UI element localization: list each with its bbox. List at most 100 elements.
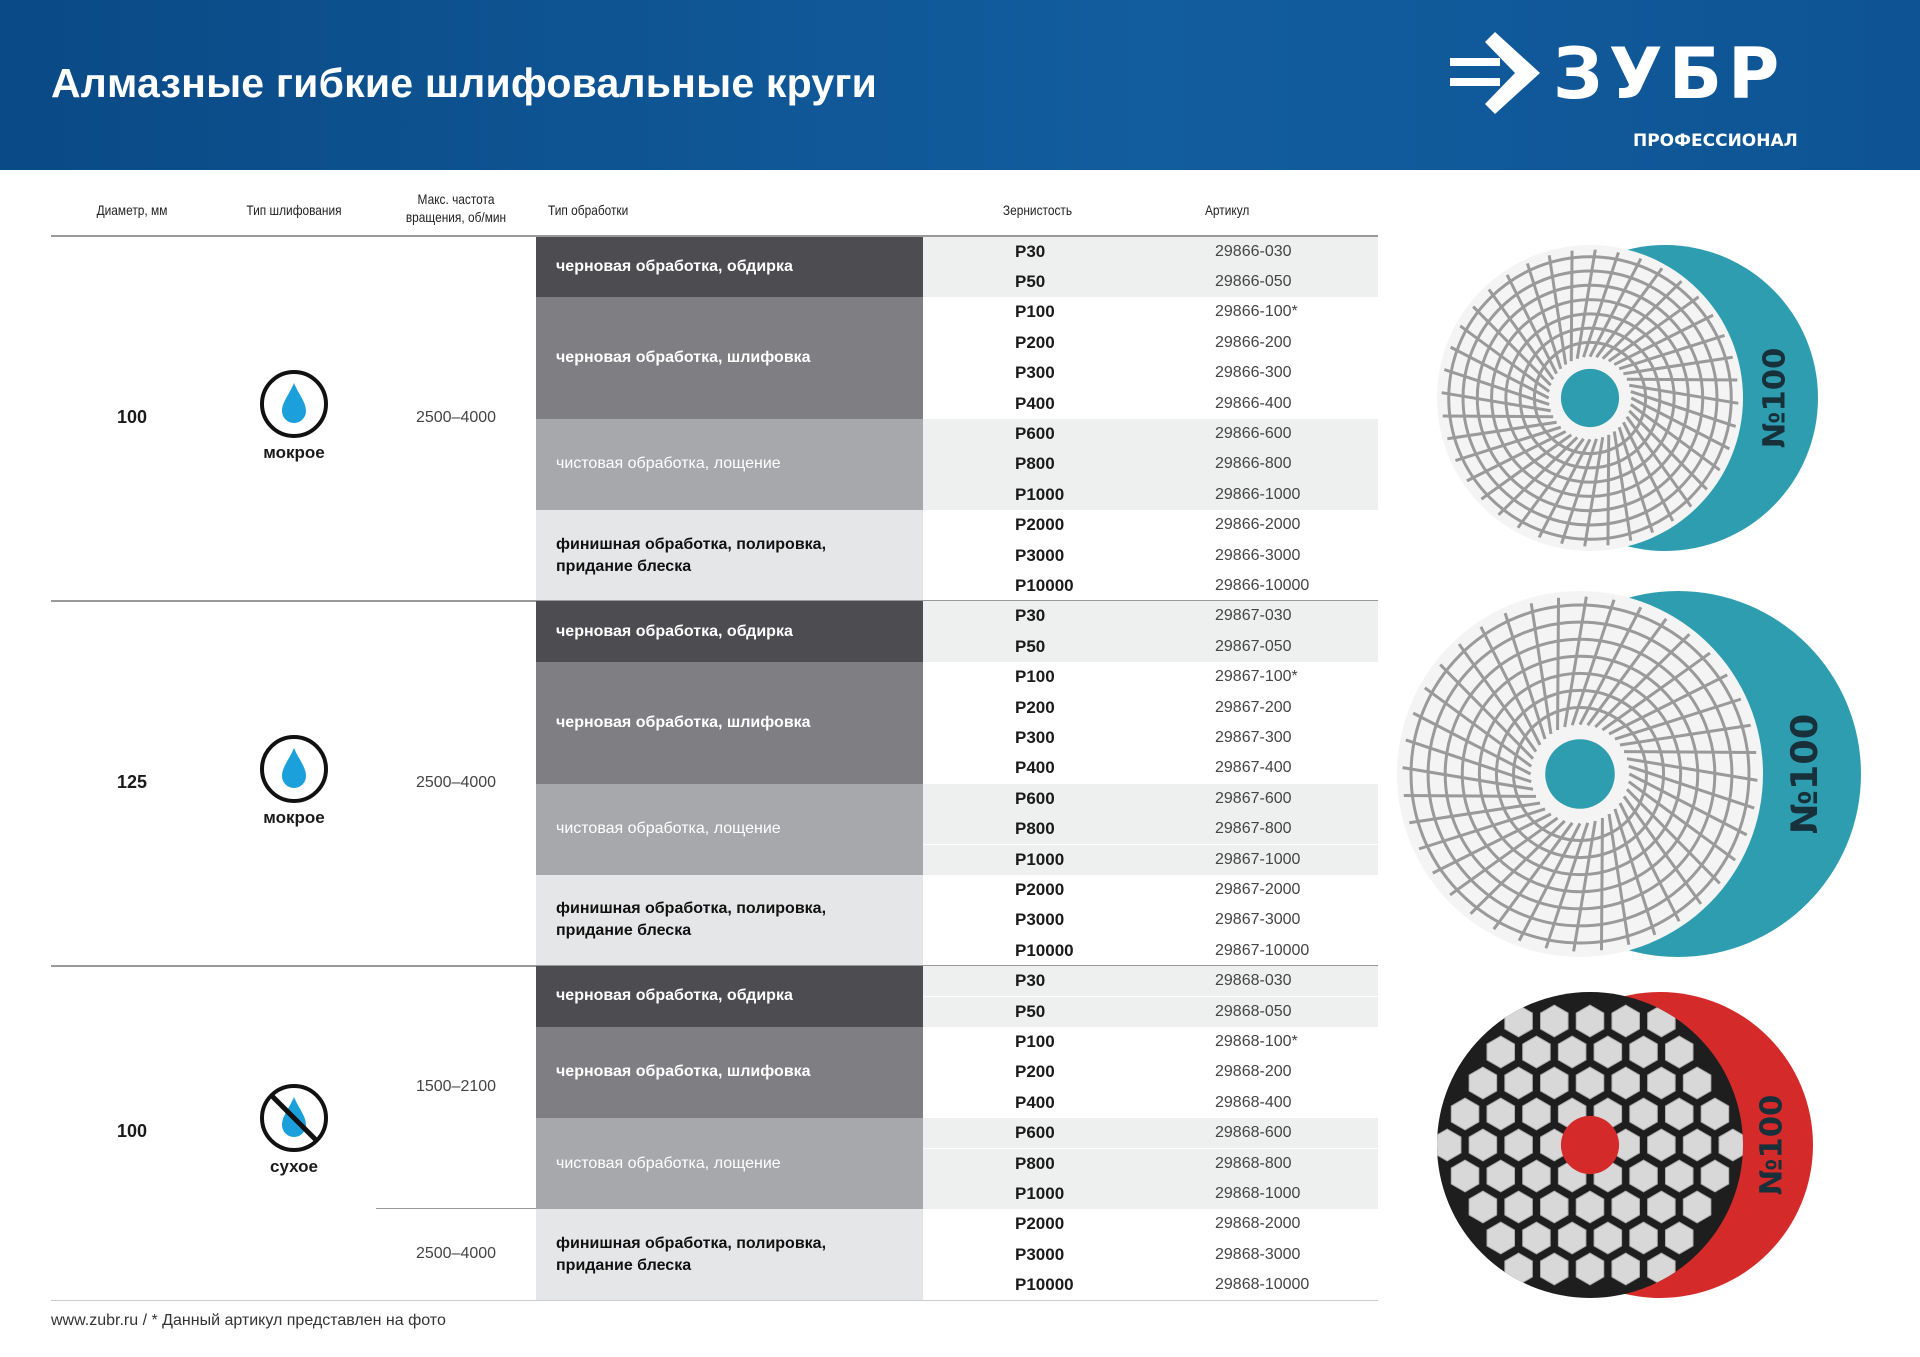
table-row[interactable]: P800 29866-800	[923, 449, 1378, 480]
table-row[interactable]: P200 29867-200	[923, 692, 1378, 723]
grit-value: P200	[1015, 697, 1055, 717]
table-row[interactable]: P300 29867-300	[923, 722, 1378, 754]
table-row[interactable]: P10000 29867-10000	[923, 935, 1378, 967]
processing-type-label: финишная обработка, полировка, придание …	[556, 1234, 827, 1274]
product-photo: №100	[1387, 581, 1871, 967]
table-row[interactable]: P10000 29868-10000	[923, 1270, 1378, 1301]
table-row[interactable]: P1000 29868-1000	[923, 1178, 1378, 1210]
grit-value: P50	[1015, 636, 1046, 656]
grinding-mode-label: мокрое	[263, 807, 325, 827]
disc-grit-label: №100	[1755, 1095, 1790, 1196]
table-row[interactable]: P600 29867-600	[923, 783, 1378, 815]
article-value: 29867-2000	[1215, 880, 1301, 898]
table-row[interactable]: P800 29868-800	[923, 1148, 1378, 1179]
diameter-value: 100	[116, 1121, 148, 1142]
processing-type-cell: черновая обработка, шлифовка	[536, 1026, 923, 1119]
table-row[interactable]: P400 29866-400	[923, 388, 1378, 419]
header-banner: Алмазные гибкие шлифовальные круги ЗУБР …	[0, 0, 1920, 170]
max-speed-value: 2500–4000	[415, 1244, 497, 1262]
table-row[interactable]: P2000 29868-2000	[923, 1209, 1378, 1240]
table-row[interactable]: P600 29866-600	[923, 418, 1378, 450]
table-row[interactable]: P600 29868-600	[923, 1118, 1378, 1149]
table-row[interactable]: P100 29866-100*	[923, 297, 1378, 328]
grit-value: P3000	[1015, 545, 1065, 565]
table-row[interactable]: P400 29868-400	[923, 1087, 1378, 1119]
article-value: 29867-200	[1215, 698, 1292, 716]
processing-type-label: чистовая обработка, лощение	[556, 455, 781, 473]
article-value: 29867-030	[1215, 607, 1292, 625]
table-row[interactable]: P30 29866-030	[923, 236, 1378, 267]
grit-value: P3000	[1015, 1244, 1065, 1264]
processing-type-label: финишная обработка, полировка, придание …	[556, 535, 827, 575]
processing-type-cell: финишная обработка, полировка, придание …	[536, 510, 923, 602]
article-value: 29866-100*	[1215, 303, 1298, 321]
table-row[interactable]: P200 29866-200	[923, 327, 1378, 359]
table-row[interactable]: P3000 29866-3000	[923, 540, 1378, 571]
table-row[interactable]: P800 29867-800	[923, 814, 1378, 845]
table-row[interactable]: P200 29868-200	[923, 1057, 1378, 1088]
table-row[interactable]: P3000 29867-3000	[923, 905, 1378, 936]
zubr-logo: ЗУБР ПРОФЕССИОНАЛ	[1450, 32, 1798, 151]
table-row[interactable]: P2000 29866-2000	[923, 510, 1378, 541]
grit-value: P100	[1015, 667, 1055, 687]
grit-value: P600	[1015, 423, 1055, 443]
grit-value: P30	[1015, 971, 1046, 991]
table-row[interactable]: P50 29866-050	[923, 266, 1378, 298]
col-header-max-speed: Макс. частота вращения, об/мин	[388, 190, 524, 226]
table-row[interactable]: P300 29866-300	[923, 358, 1378, 389]
article-value: 29867-800	[1215, 820, 1292, 838]
article-value: 29867-100*	[1215, 668, 1298, 686]
grit-value: P2000	[1015, 879, 1065, 899]
grit-value: P100	[1015, 1031, 1055, 1051]
table-row[interactable]: P2000 29867-2000	[923, 874, 1378, 906]
table-row[interactable]: P30 29868-030	[923, 966, 1378, 997]
max-speed-value: 2500–4000	[415, 408, 497, 426]
article-value: 29866-800	[1215, 455, 1292, 473]
brand-name: ЗУБР	[1553, 33, 1785, 115]
grinding-mode: сухое	[244, 1083, 344, 1177]
grit-value: P400	[1015, 393, 1055, 413]
processing-type-label: черновая обработка, шлифовка	[556, 349, 811, 367]
article-value: 29866-030	[1215, 242, 1292, 260]
product-photo: №100	[1427, 982, 1823, 1308]
grit-value: P30	[1015, 606, 1046, 626]
table-row[interactable]: P30 29867-030	[923, 601, 1378, 632]
water-drop-icon	[259, 369, 329, 439]
article-value: 29866-200	[1215, 333, 1292, 351]
col-header-diameter: Диаметр, мм	[96, 202, 168, 218]
processing-type-label: финишная обработка, полировка, придание …	[556, 900, 827, 940]
grit-value: P10000	[1015, 575, 1074, 595]
grit-value: P50	[1015, 1001, 1046, 1021]
table-row[interactable]: P50 29867-050	[923, 631, 1378, 663]
grinding-mode-label: мокрое	[263, 442, 325, 462]
table-row[interactable]: P100 29868-100*	[923, 1026, 1378, 1058]
table-row[interactable]: P1000 29867-1000	[923, 844, 1378, 875]
water-drop-icon	[259, 734, 329, 804]
grinding-mode: мокрое	[244, 734, 344, 828]
article-value: 29867-050	[1215, 637, 1292, 655]
article-value: 29866-1000	[1215, 485, 1301, 503]
article-value: 29868-3000	[1215, 1245, 1301, 1263]
grit-value: P600	[1015, 788, 1055, 808]
processing-type-cell: черновая обработка, шлифовка	[536, 662, 923, 784]
grit-value: P800	[1015, 454, 1055, 474]
processing-type-cell: чистовая обработка, лощение	[536, 1118, 923, 1210]
table-row[interactable]: P3000 29868-3000	[923, 1239, 1378, 1271]
max-speed-value: 2500–4000	[415, 773, 497, 791]
processing-type-cell: финишная обработка, полировка, придание …	[536, 1209, 923, 1301]
article-value: 29868-100*	[1215, 1032, 1298, 1050]
table-row[interactable]: P1000 29866-1000	[923, 479, 1378, 511]
speed-divider	[376, 1208, 536, 1210]
table-row[interactable]: P10000 29866-10000	[923, 570, 1378, 602]
table-row[interactable]: P50 29868-050	[923, 996, 1378, 1027]
grit-value: P200	[1015, 332, 1055, 352]
processing-type-cell: чистовая обработка, лощение	[536, 418, 923, 511]
processing-type-label: черновая обработка, обдирка	[556, 987, 793, 1005]
table-row[interactable]: P100 29867-100*	[923, 662, 1378, 693]
article-value: 29868-400	[1215, 1093, 1292, 1111]
grit-value: P2000	[1015, 1214, 1065, 1234]
processing-type-cell: черновая обработка, обдирка	[536, 966, 923, 1027]
article-value: 29868-10000	[1215, 1276, 1310, 1294]
table-row[interactable]: P400 29867-400	[923, 753, 1378, 784]
footer-site-link[interactable]: www.zubr.ru	[51, 1312, 139, 1329]
